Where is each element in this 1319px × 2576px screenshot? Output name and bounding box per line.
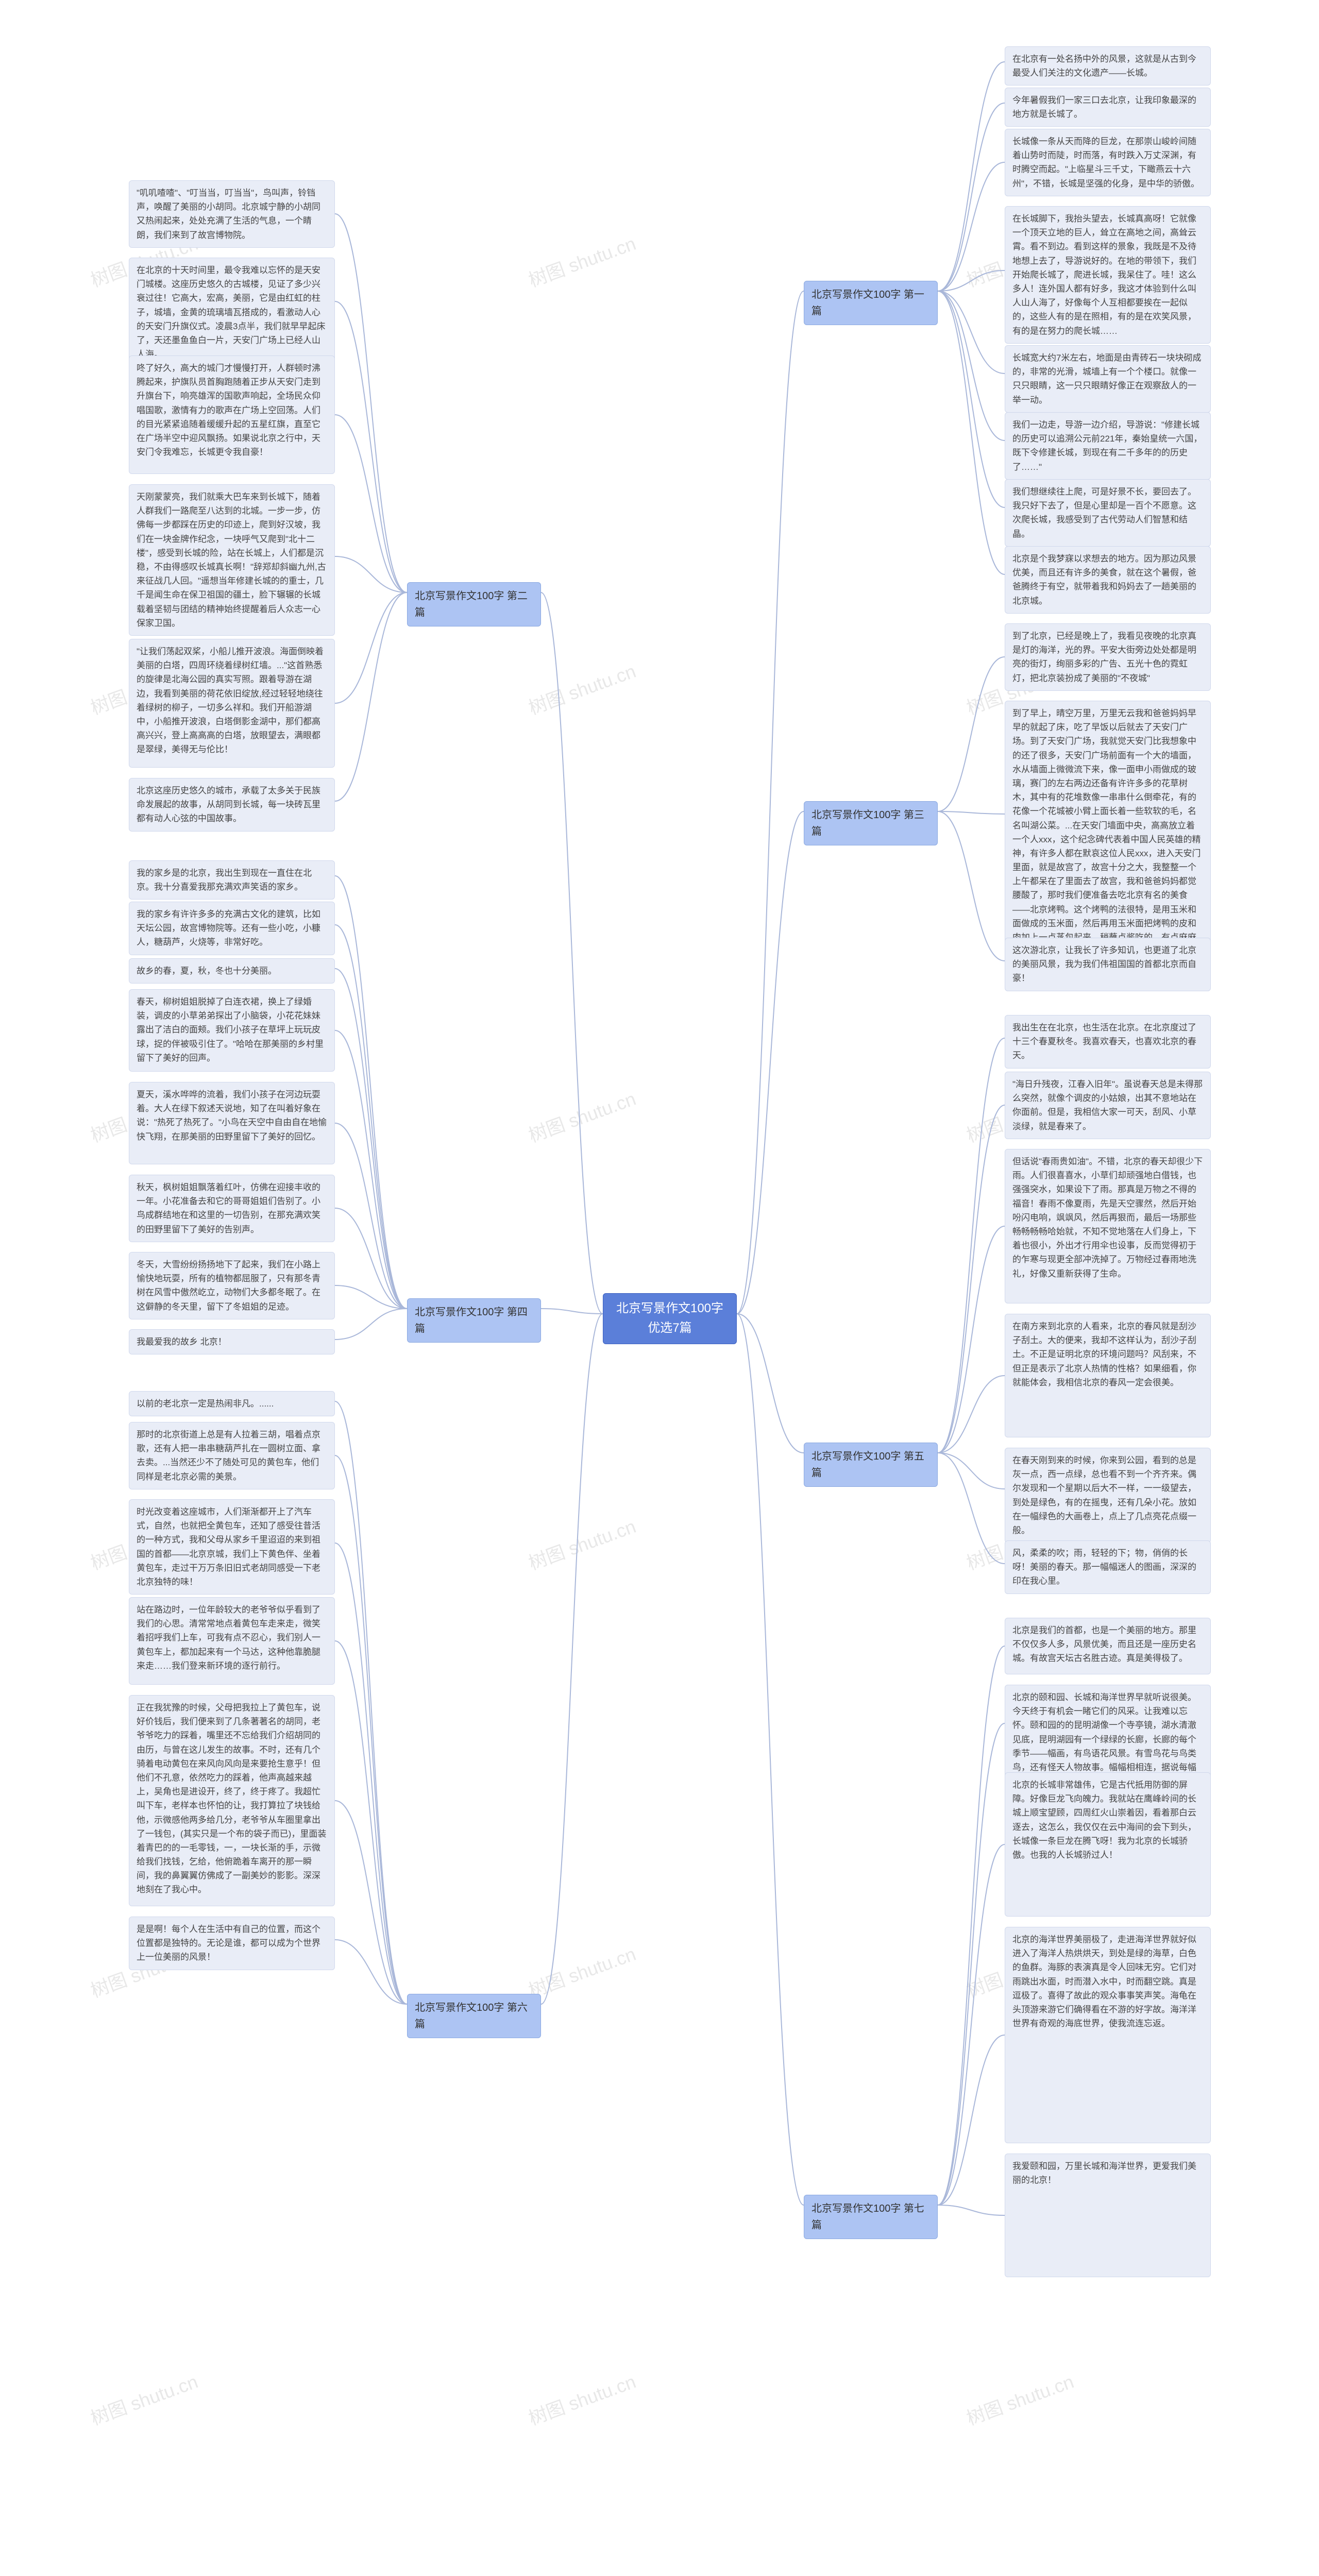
leaf-right-0-1: 今年暑假我们一家三口去北京，让我印象最深的地方就是长城了。 bbox=[1005, 88, 1211, 127]
leaf-right-3-2: 北京的长城非常雄伟，它是古代抵用防御的屏障。好像巨龙飞向魄力。我就站在鹰峰岭间的… bbox=[1005, 1772, 1211, 1917]
leaf-left-2-4: 正在我犹豫的时候，父母把我拉上了黄包车，说好价钱后，我们便来到了几条著著名的胡同… bbox=[129, 1695, 335, 1906]
leaf-right-2-2: 但话说"春雨贵如油"。不错，北京的春天却很少下雨。人们很喜喜水，小草们却顽强地白… bbox=[1005, 1149, 1211, 1303]
leaf-right-0-7: 北京是个我梦寐以求想去的地方。因为那边风景优美，而且还有许多的美食，就在这个暑假… bbox=[1005, 546, 1211, 614]
leaf-left-2-0: 以前的老北京一定是热闹非凡。...... bbox=[129, 1391, 335, 1416]
leaf-right-2-4: 在春天刚到来的时候，你来到公园，看到的总是灰一点，西一点绿，总也看不到一个齐齐来… bbox=[1005, 1448, 1211, 1543]
leaf-right-2-3: 在南方来到北京的人看来，北京的春风就是刮沙子刮土。大的便来，我却不这样认为，刮沙… bbox=[1005, 1314, 1211, 1437]
branch-left-0: 北京写景作文100字 第二篇 bbox=[407, 582, 541, 626]
watermark: 树图 shutu.cn bbox=[525, 2367, 639, 2430]
leaf-left-1-2: 故乡的春，夏，秋，冬也十分美丽。 bbox=[129, 958, 335, 984]
leaf-left-0-2: 咚了好久，高大的城门才慢慢打开，人群顿时沸腾起来，护旗队员首胸跑随着正步从天安门… bbox=[129, 355, 335, 474]
root-node: 北京写景作文100字优选7篇 bbox=[603, 1293, 737, 1344]
leaf-left-2-3: 站在路边时，一位年龄较大的老爷爷似乎看到了我们的心思。清常常地点着黄包车走来走，… bbox=[129, 1597, 335, 1685]
leaf-right-2-1: "海日升残夜，江春入旧年"。虽说春天总是未得那么突然，就像个调皮的小姑娘，出其不… bbox=[1005, 1072, 1211, 1139]
leaf-left-1-3: 春天，柳树姐姐脱掉了白连衣裙，换上了绿婚装，调皮的小草弟弟探出了小脑袋，小花花妹… bbox=[129, 989, 335, 1072]
leaf-right-1-2: 这次游北京，让我长了许多知讥，也更道了北京的美丽风景，我为我们伟祖国国的首都北京… bbox=[1005, 938, 1211, 991]
leaf-left-1-7: 我最爱我的故乡 北京！ bbox=[129, 1329, 335, 1354]
leaf-right-0-6: 我们想继续往上爬，可是好景不长，要回去了。我只好下去了，但是心里却是一百个不愿意… bbox=[1005, 479, 1211, 547]
watermark: 树图 shutu.cn bbox=[962, 2367, 1077, 2430]
leaf-left-1-6: 冬天，大雪纷纷扬扬地下了起来，我们在小路上愉快地玩耍，所有的植物都屈服了，只有那… bbox=[129, 1252, 335, 1319]
leaf-left-0-0: "叽叽喳喳"、"叮当当，叮当当"，鸟叫声，铃铛声，唤醒了美丽的小胡同。北京城宁静… bbox=[129, 180, 335, 248]
leaf-left-1-0: 我的家乡是的北京，我出生到现在一直住在北京。我十分喜爱我那充满欢声笑语的家乡。 bbox=[129, 860, 335, 900]
leaf-left-0-1: 在北京的十天时间里，最令我难以忘怀的是天安门城楼。这座历史悠久的古城楼，见证了多… bbox=[129, 258, 335, 367]
branch-right-2: 北京写景作文100字 第五篇 bbox=[804, 1443, 938, 1487]
leaf-right-0-0: 在北京有一处名扬中外的风景，这就是从古到今最受人们关注的文化遗产——长城。 bbox=[1005, 46, 1211, 86]
leaf-right-1-1: 到了早上，晴空万里，万里无云我和爸爸妈妈早早的就起了床，吃了早饭以后就去了天安门… bbox=[1005, 701, 1211, 964]
leaf-right-3-0: 北京是我们的首都，也是一个美丽的地方。那里不仅仅多人多，风景优美，而且还是一座历… bbox=[1005, 1618, 1211, 1674]
leaf-right-2-5: 风，柔柔的吹；雨，轻轻的下；物，俏俏的长呀！美丽的春天。那一幅幅迷人的图画，深深… bbox=[1005, 1540, 1211, 1594]
leaf-left-1-1: 我的家乡有许许多多的充满古文化的建筑，比如天坛公园，故宫博物院等。还有一些小吃，… bbox=[129, 902, 335, 955]
leaf-right-2-0: 我出生在在北京，也生活在北京。在北京度过了十三个春夏秋冬。我喜欢春天，也喜欢北京… bbox=[1005, 1015, 1211, 1069]
leaf-left-0-3: 天刚蒙蒙亮，我们就乘大巴车来到长城下，随着人群我们一路爬至八达到的北城。一步一步… bbox=[129, 484, 335, 636]
leaf-left-1-4: 夏天，溪水哗哗的流着，我们小孩子在河边玩耍着。大人在绿下叙述天说地，知了在叫着好… bbox=[129, 1082, 335, 1164]
leaf-left-1-5: 秋天，枫树姐姐飘落着红叶，仿佛在迎接丰收的一年。小花准备去和它的哥哥姐姐们告别了… bbox=[129, 1175, 335, 1242]
leaf-left-0-4: "让我们荡起双桨，小船儿推开波浪。海面倒映着美丽的白塔，四周环绕着绿树红墙。..… bbox=[129, 639, 335, 768]
watermark: 树图 shutu.cn bbox=[525, 1512, 639, 1575]
watermark: 树图 shutu.cn bbox=[87, 2367, 201, 2430]
leaf-left-2-2: 时光改变着这座城市，人们渐渐都开上了汽车式，自然，也就把全黄包车，还知了感受往昔… bbox=[129, 1499, 335, 1595]
leaf-right-3-4: 我爱颐和园，万里长城和海洋世界，更爱我们美丽的北京！ bbox=[1005, 2154, 1211, 2277]
leaf-right-0-2: 长城像一条从天而降的巨龙，在那崇山峻岭间随着山势时而陡，时而落，有时跌入万丈深渊… bbox=[1005, 129, 1211, 196]
watermark: 树图 shutu.cn bbox=[525, 656, 639, 720]
leaf-left-0-5: 北京这座历史悠久的城市，承载了太多关于民族命发展起的故事，从胡同到长城，每一块砖… bbox=[129, 778, 335, 832]
watermark: 树图 shutu.cn bbox=[525, 1939, 639, 2003]
branch-right-0: 北京写景作文100字 第一篇 bbox=[804, 281, 938, 325]
branch-right-3: 北京写景作文100字 第七篇 bbox=[804, 2195, 938, 2239]
watermark: 树图 shutu.cn bbox=[525, 1084, 639, 1147]
watermark: 树图 shutu.cn bbox=[525, 229, 639, 292]
leaf-right-0-4: 长城宽大约7米左右，地面是由青砖石一块块砌成的，非常的光滑，城墙上有一个个楼口。… bbox=[1005, 345, 1211, 413]
leaf-left-2-5: 是是啊！每个人在生活中有自己的位置，而这个位置都是独特的。无论是谁，都可以成为个… bbox=[129, 1917, 335, 1970]
leaf-left-2-1: 那时的北京街道上总是有人拉着三胡，唱着点京歌，还有人把一串串糖葫芦扎在一圆树立面… bbox=[129, 1422, 335, 1489]
leaf-right-0-5: 我们一边走，导游一边介绍，导游说："修建长城的历史可以追溯公元前221年，秦始皇… bbox=[1005, 412, 1211, 480]
branch-left-1: 北京写景作文100字 第四篇 bbox=[407, 1298, 541, 1343]
leaf-right-3-3: 北京的海洋世界美丽极了，走进海洋世界就好似进入了海洋人热烘烘天，到处是绿的海草，… bbox=[1005, 1927, 1211, 2143]
branch-right-1: 北京写景作文100字 第三篇 bbox=[804, 801, 938, 845]
leaf-right-0-3: 在长城脚下，我抬头望去，长城真高呀！它就像一个顶天立地的巨人，耸立在高地之间，高… bbox=[1005, 206, 1211, 344]
branch-left-2: 北京写景作文100字 第六篇 bbox=[407, 1994, 541, 2038]
leaf-right-1-0: 到了北京，已经是晚上了，我看见夜晚的北京真是灯的海洋，光的界。平安大街旁边处处都… bbox=[1005, 623, 1211, 691]
